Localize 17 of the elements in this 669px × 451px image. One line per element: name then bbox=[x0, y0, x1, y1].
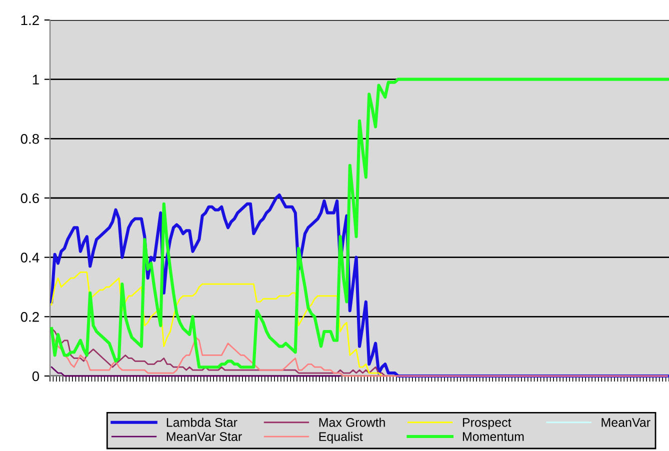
line-series bbox=[50, 366, 341, 377]
y-tick-label: 0.2 bbox=[20, 312, 39, 322]
legend-label: Max Growth bbox=[319, 418, 385, 427]
y-tick-label: 0.6 bbox=[20, 193, 39, 204]
legend-label: MeanVar Star bbox=[166, 432, 242, 442]
y-tick-label: 0 bbox=[32, 371, 40, 382]
legend-label: Equalist bbox=[319, 432, 363, 444]
y-tick-label: 1.2 bbox=[21, 15, 39, 26]
y-tick-label: 1 bbox=[32, 74, 39, 84]
legend-label: Lambda Star bbox=[166, 418, 238, 427]
y-tick-label: 0.4 bbox=[20, 252, 40, 263]
legend-label: Prospect bbox=[462, 418, 512, 430]
line-series bbox=[50, 271, 383, 377]
y-tick-label: 0.8 bbox=[20, 134, 39, 144]
legend-label: MeanVar bbox=[602, 418, 650, 427]
legend-label: Momentum bbox=[462, 432, 524, 442]
line-series bbox=[50, 328, 386, 377]
